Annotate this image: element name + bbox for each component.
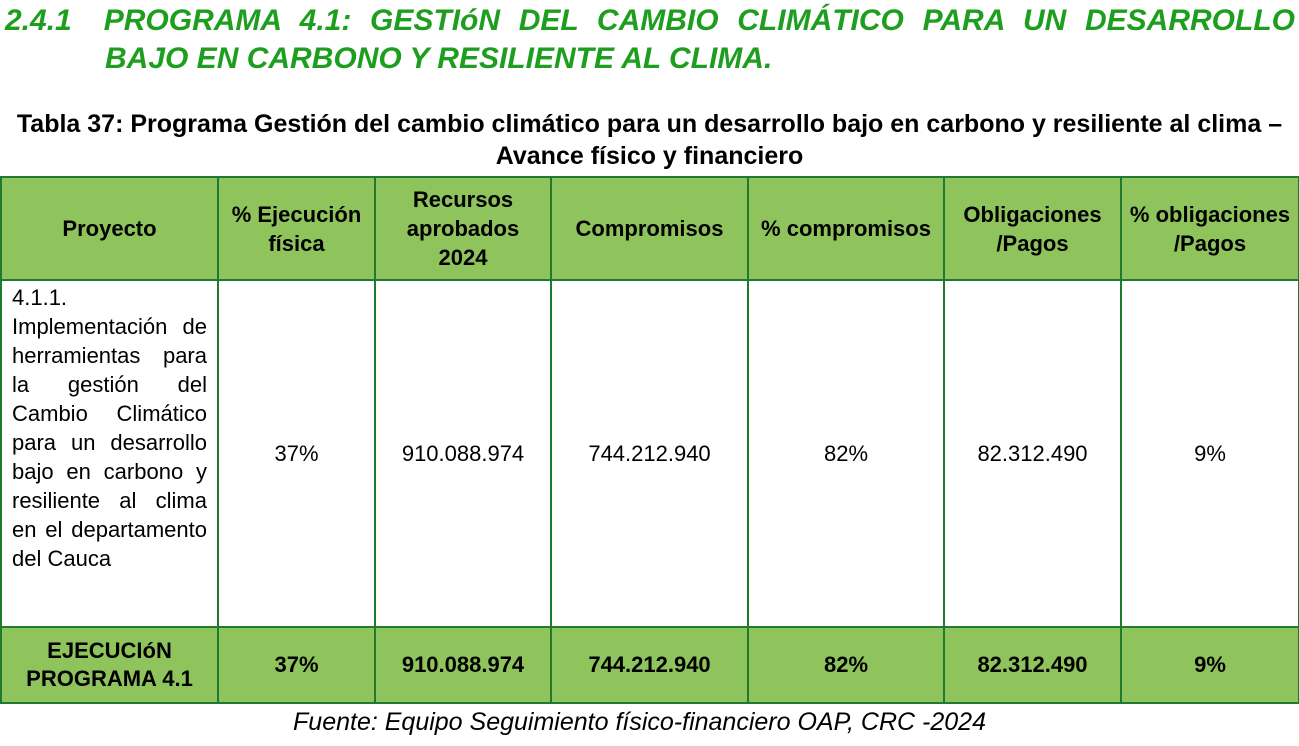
table-cell: 744.212.940 (550, 279, 749, 628)
table-cell: 9% (1120, 626, 1299, 704)
total-row: EJECUCIóN PROGRAMA 4.1 37% 910.088.974 744.… (0, 626, 1299, 704)
table-cell: 744.212.940 (550, 626, 749, 704)
section-number: 2.4.1 (5, 4, 72, 37)
header-cell: Proyecto (0, 176, 219, 281)
header-row: Proyecto% Ejecución física Recursos aprob… (0, 176, 1299, 281)
table-cell: 82% (747, 279, 945, 628)
table-cell: 910.088.974 (374, 279, 552, 628)
table-cell: 82% (747, 626, 945, 704)
table-cell: 82.312.490 (943, 279, 1122, 628)
source-note: Fuente: Equipo Seguimiento físico-financ… (293, 708, 986, 736)
table-cell: 9% (1120, 279, 1299, 628)
section-heading: 2.4.1 PROGRAMA 4.1: GESTIóN DEL CAMBIO CL… (0, 0, 1299, 108)
header-cell: % compromisos (747, 176, 945, 281)
header-cell: Recursos aprobados 2024 (374, 176, 552, 281)
section-title: PROGRAMA 4.1: GESTIóN DEL CAMBIO CLIMÁTI… (103, 4, 1295, 75)
table-cell: 4.1.1. Implementación de herramientas pa… (0, 279, 219, 628)
header-cell: % obligaciones /Pagos (1120, 176, 1299, 281)
table-cell: 37% (217, 279, 376, 628)
header-cell: Obligaciones /Pagos (943, 176, 1122, 281)
table-caption: Tabla 37: Programa Gestión del cambio cl… (16, 110, 1283, 170)
header-cell: % Ejecución física (217, 176, 376, 281)
table-cell: 82.312.490 (943, 626, 1122, 704)
data-row: 4.1.1. Implementación de herramientas pa… (0, 279, 1299, 628)
table-cell: 37% (217, 626, 376, 704)
table-cell: 910.088.974 (374, 626, 552, 704)
header-cell: Compromisos (550, 176, 749, 281)
table: Proyecto% Ejecución física Recursos aprob… (0, 176, 1299, 704)
table-cell: EJECUCIóN PROGRAMA 4.1 (0, 626, 219, 704)
